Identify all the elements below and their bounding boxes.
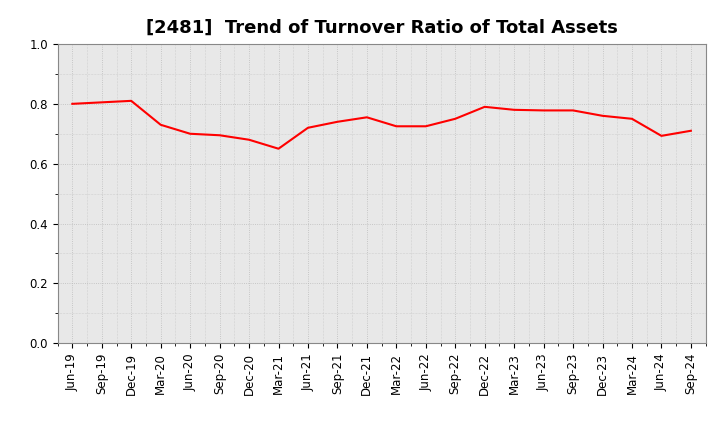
Title: [2481]  Trend of Turnover Ratio of Total Assets: [2481] Trend of Turnover Ratio of Total …: [145, 19, 618, 37]
